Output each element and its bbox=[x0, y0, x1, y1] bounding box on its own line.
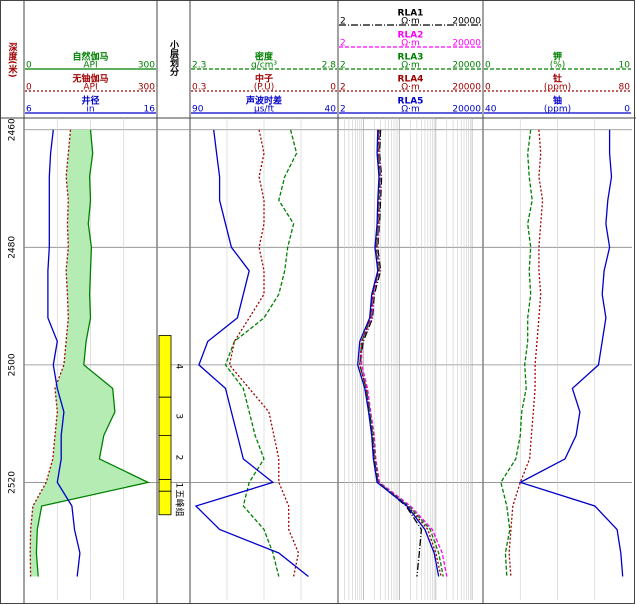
curve-name: 井径 bbox=[81, 95, 99, 107]
curve-name: 声波时差 bbox=[245, 95, 282, 107]
depth-tick-label: 2480 bbox=[8, 236, 18, 259]
curve-unit: (P.U) bbox=[254, 83, 275, 93]
curve-name: RLA4 bbox=[398, 75, 424, 85]
scale-right: 40 bbox=[325, 105, 337, 115]
log-curve bbox=[224, 129, 298, 577]
curve-unit: (%) bbox=[550, 61, 566, 71]
scale-left: 0 bbox=[485, 61, 491, 71]
curve-unit: Ω·m bbox=[401, 83, 420, 93]
scale-right: 0 bbox=[330, 83, 336, 93]
curve-unit: Ω·m bbox=[401, 17, 420, 27]
scale-left: 0 bbox=[485, 83, 491, 93]
scale-left: 0 bbox=[26, 83, 32, 93]
log-curve bbox=[500, 129, 533, 577]
scale-left: 2 bbox=[340, 83, 346, 93]
scale-left: 2 bbox=[340, 17, 346, 27]
curve-name: RLA1 bbox=[398, 9, 424, 19]
curve-name: 铀 bbox=[553, 95, 562, 107]
layer-title: 小层划分 bbox=[168, 39, 180, 77]
scale-right: 20000 bbox=[452, 17, 481, 27]
log-curve bbox=[29, 129, 72, 577]
scale-right: 20000 bbox=[452, 61, 481, 71]
curve-name: 密度 bbox=[254, 51, 274, 63]
curve-unit: Ω·m bbox=[401, 61, 420, 71]
scale-left: 2.3 bbox=[192, 61, 206, 71]
scale-left: 90 bbox=[192, 105, 204, 115]
scale-right: 300 bbox=[138, 83, 155, 93]
curve-unit: g/cm³ bbox=[251, 61, 277, 71]
curve-unit: API bbox=[83, 61, 97, 71]
log-curve bbox=[508, 129, 544, 577]
scale-left: 2 bbox=[340, 105, 346, 115]
zone-label: 2 bbox=[174, 455, 184, 461]
scale-left: 2 bbox=[340, 39, 346, 49]
curve-unit: μs/ft bbox=[254, 105, 274, 115]
scale-right: 20000 bbox=[452, 39, 481, 49]
scale-right: 0 bbox=[624, 105, 630, 115]
zone bbox=[158, 435, 172, 480]
scale-left: 0.3 bbox=[192, 83, 206, 93]
scale-right: 2.8 bbox=[322, 61, 337, 71]
curve-name: RLA5 bbox=[398, 97, 424, 107]
curve-name: 钍 bbox=[553, 73, 562, 85]
scale-left: 6 bbox=[26, 105, 32, 115]
curve-name: 自然伽马 bbox=[72, 51, 108, 63]
curve-unit: API bbox=[83, 83, 97, 93]
scale-right: 300 bbox=[138, 61, 155, 71]
zone-label: 4 bbox=[174, 363, 184, 369]
curve-name: 中子 bbox=[255, 73, 273, 85]
zone-label: 五峰组 bbox=[174, 490, 186, 517]
zone-label: 3 bbox=[174, 413, 184, 419]
curve-unit: Ω·m bbox=[401, 105, 420, 115]
depth-tick-label: 2520 bbox=[8, 471, 18, 494]
curve-unit: in bbox=[86, 105, 94, 115]
zone bbox=[158, 396, 172, 436]
curve-name: 钾 bbox=[553, 51, 562, 63]
scale-left: 0 bbox=[26, 61, 32, 71]
zone bbox=[158, 490, 172, 516]
depth-title: 深度(米) bbox=[7, 41, 19, 77]
curve-unit: (ppm) bbox=[544, 83, 571, 93]
log-curve bbox=[518, 129, 624, 577]
log-curve bbox=[357, 129, 440, 577]
scale-right: 16 bbox=[144, 105, 156, 115]
scale-right: 20000 bbox=[452, 105, 481, 115]
log-curve bbox=[47, 129, 81, 577]
zone bbox=[158, 335, 172, 398]
scale-right: 80 bbox=[619, 83, 631, 93]
log-curve bbox=[228, 129, 300, 577]
curve-name: 无铀伽马 bbox=[71, 73, 108, 85]
scale-left: 2 bbox=[340, 61, 346, 71]
curve-name: RLA2 bbox=[398, 31, 424, 41]
zone bbox=[158, 479, 172, 492]
curve-unit: Ω·m bbox=[401, 39, 420, 49]
curve-unit: (ppm) bbox=[544, 105, 571, 115]
log-curve bbox=[35, 129, 151, 577]
log-curve bbox=[359, 129, 444, 577]
scale-right: 20000 bbox=[452, 83, 481, 93]
scale-right: 10 bbox=[619, 61, 631, 71]
curve-name: RLA3 bbox=[398, 53, 424, 63]
depth-tick-label: 2500 bbox=[8, 353, 18, 376]
zone-label: 1 bbox=[174, 483, 184, 489]
depth-tick-label: 2460 bbox=[8, 118, 18, 141]
log-curve bbox=[194, 129, 309, 578]
scale-left: 40 bbox=[485, 105, 497, 115]
